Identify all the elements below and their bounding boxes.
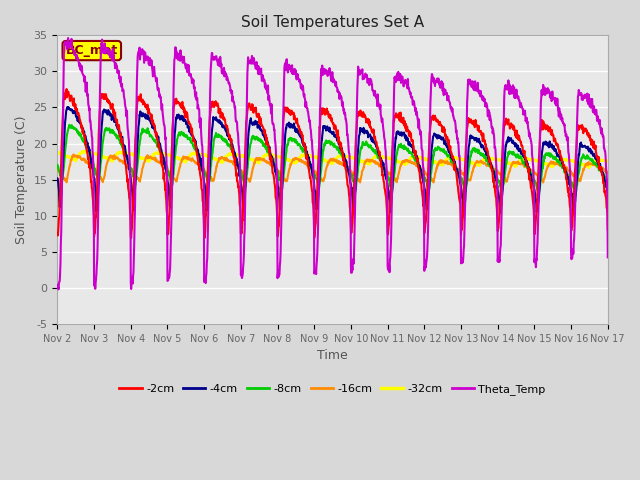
- -32cm: [508, 161, 516, 167]
- -32cm: [604, 158, 612, 164]
- -4cm: [63, 104, 71, 110]
- -8cm: [556, 158, 563, 164]
- -32cm: [80, 148, 88, 154]
- -2cm: [270, 173, 278, 179]
- -16cm: [70, 152, 77, 157]
- Theta_Temp: [604, 254, 612, 260]
- -32cm: [175, 156, 183, 161]
- -8cm: [508, 151, 516, 156]
- -16cm: [356, 180, 364, 185]
- Line: -32cm: -32cm: [58, 151, 608, 168]
- -8cm: [54, 162, 61, 168]
- -16cm: [175, 166, 183, 172]
- -2cm: [63, 86, 70, 92]
- -32cm: [585, 165, 593, 170]
- -4cm: [284, 122, 291, 128]
- Theta_Temp: [54, 287, 62, 292]
- -32cm: [556, 157, 563, 163]
- -4cm: [604, 192, 612, 198]
- -8cm: [175, 130, 183, 135]
- -8cm: [270, 159, 278, 165]
- Theta_Temp: [556, 110, 563, 116]
- Theta_Temp: [508, 91, 516, 96]
- -4cm: [556, 155, 563, 161]
- -2cm: [508, 125, 516, 131]
- -2cm: [556, 150, 563, 156]
- -2cm: [310, 235, 318, 241]
- Line: -8cm: -8cm: [58, 125, 608, 196]
- -32cm: [54, 150, 61, 156]
- -4cm: [54, 176, 61, 181]
- Theta_Temp: [176, 53, 184, 59]
- -4cm: [349, 211, 357, 216]
- -16cm: [54, 167, 61, 173]
- -32cm: [284, 157, 291, 163]
- -8cm: [604, 180, 612, 185]
- Line: -4cm: -4cm: [58, 107, 608, 214]
- -8cm: [417, 168, 425, 173]
- Theta_Temp: [270, 127, 278, 133]
- -4cm: [175, 113, 183, 119]
- Theta_Temp: [284, 63, 291, 69]
- -8cm: [572, 193, 579, 199]
- -32cm: [417, 156, 425, 161]
- -8cm: [65, 122, 73, 128]
- Text: BC_met: BC_met: [66, 44, 118, 57]
- -16cm: [508, 162, 516, 168]
- -2cm: [54, 230, 61, 236]
- Theta_Temp: [64, 35, 72, 41]
- -8cm: [284, 144, 291, 149]
- -16cm: [556, 162, 563, 168]
- Line: Theta_Temp: Theta_Temp: [58, 38, 608, 289]
- Theta_Temp: [54, 282, 61, 288]
- -4cm: [508, 140, 516, 146]
- Line: -16cm: -16cm: [58, 155, 608, 182]
- -16cm: [284, 178, 291, 183]
- X-axis label: Time: Time: [317, 349, 348, 362]
- -16cm: [604, 169, 612, 175]
- Y-axis label: Soil Temperature (C): Soil Temperature (C): [15, 115, 28, 244]
- -2cm: [418, 187, 426, 192]
- -4cm: [270, 161, 278, 167]
- -2cm: [175, 100, 183, 106]
- -16cm: [270, 164, 278, 170]
- Title: Soil Temperatures Set A: Soil Temperatures Set A: [241, 15, 424, 30]
- -2cm: [284, 105, 291, 110]
- -2cm: [604, 227, 612, 233]
- Line: -2cm: -2cm: [58, 89, 608, 238]
- Legend: -2cm, -4cm, -8cm, -16cm, -32cm, Theta_Temp: -2cm, -4cm, -8cm, -16cm, -32cm, Theta_Te…: [115, 379, 550, 399]
- Theta_Temp: [418, 146, 426, 152]
- -4cm: [418, 172, 426, 178]
- -16cm: [418, 165, 426, 171]
- -32cm: [270, 153, 278, 159]
